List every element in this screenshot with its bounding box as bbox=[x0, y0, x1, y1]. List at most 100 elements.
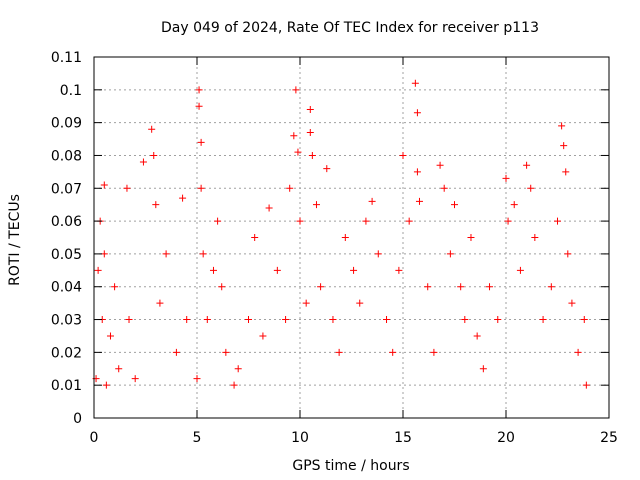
y-tick-label: 0.09 bbox=[51, 116, 82, 132]
data-point bbox=[413, 109, 421, 117]
y-tick-label: 0.1 bbox=[60, 83, 82, 99]
data-point bbox=[209, 266, 217, 274]
x-tick-label: 25 bbox=[600, 430, 618, 446]
data-point bbox=[150, 151, 158, 159]
data-point bbox=[139, 158, 147, 166]
data-points bbox=[92, 79, 590, 389]
data-point bbox=[523, 161, 531, 169]
data-point bbox=[148, 125, 156, 133]
data-point bbox=[183, 316, 191, 324]
data-point bbox=[516, 266, 524, 274]
data-point bbox=[580, 316, 588, 324]
data-point bbox=[350, 266, 358, 274]
data-point bbox=[172, 348, 180, 356]
x-tick-label: 0 bbox=[90, 430, 99, 446]
data-point bbox=[582, 381, 590, 389]
data-point bbox=[179, 194, 187, 202]
y-tick-label: 0.07 bbox=[51, 181, 82, 197]
data-point bbox=[411, 79, 419, 87]
data-point bbox=[100, 181, 108, 189]
data-point bbox=[531, 234, 539, 241]
data-point bbox=[562, 168, 570, 176]
data-point bbox=[195, 102, 203, 110]
x-tick-label: 5 bbox=[193, 430, 202, 446]
data-point bbox=[306, 106, 314, 114]
y-tick-label: 0.02 bbox=[51, 345, 82, 361]
data-point bbox=[273, 266, 281, 274]
data-point bbox=[424, 283, 432, 291]
data-point bbox=[197, 138, 205, 146]
data-point bbox=[323, 165, 331, 173]
data-point bbox=[152, 201, 160, 209]
data-point bbox=[195, 86, 203, 94]
data-point bbox=[282, 316, 290, 324]
data-point bbox=[222, 348, 230, 356]
data-point bbox=[94, 266, 102, 274]
data-point bbox=[395, 266, 403, 274]
data-point bbox=[374, 250, 382, 258]
data-point bbox=[430, 348, 438, 356]
data-point bbox=[368, 197, 376, 205]
data-point bbox=[302, 299, 310, 307]
data-point bbox=[486, 283, 494, 291]
data-point bbox=[265, 204, 273, 212]
data-point bbox=[296, 217, 304, 225]
data-point bbox=[214, 217, 222, 225]
chart-title: Day 049 of 2024, Rate Of TEC Index for r… bbox=[161, 20, 539, 36]
data-point bbox=[234, 365, 242, 373]
data-point bbox=[399, 151, 407, 159]
data-point bbox=[335, 348, 343, 356]
data-point bbox=[286, 184, 294, 192]
data-point bbox=[504, 217, 512, 225]
y-tick-label: 0.01 bbox=[51, 378, 82, 394]
data-point bbox=[245, 316, 252, 324]
data-point bbox=[292, 86, 300, 94]
data-point bbox=[362, 217, 370, 225]
x-tick-label: 15 bbox=[394, 430, 412, 446]
grid-lines bbox=[94, 57, 609, 418]
data-point bbox=[199, 250, 207, 258]
data-point bbox=[479, 365, 487, 373]
data-point bbox=[251, 234, 259, 241]
y-tick-label: 0 bbox=[73, 411, 82, 427]
data-point bbox=[193, 375, 201, 383]
data-point bbox=[568, 299, 576, 307]
data-point bbox=[446, 250, 454, 258]
data-point bbox=[115, 365, 123, 373]
x-tick-label: 10 bbox=[291, 430, 309, 446]
x-axis-label: GPS time / hours bbox=[292, 458, 409, 474]
data-point bbox=[554, 217, 561, 225]
y-tick-label: 0.08 bbox=[51, 148, 82, 164]
data-point bbox=[123, 184, 131, 192]
data-point bbox=[106, 332, 114, 340]
data-point bbox=[389, 348, 397, 356]
x-tick-label: 20 bbox=[497, 430, 515, 446]
plot-frame bbox=[93, 56, 610, 419]
data-point bbox=[383, 316, 391, 324]
data-point bbox=[197, 184, 205, 192]
data-point bbox=[436, 161, 444, 169]
data-point bbox=[218, 283, 226, 291]
y-axis-label: ROTI / TECUs bbox=[7, 194, 23, 286]
y-tick-label: 0.05 bbox=[51, 247, 82, 263]
data-point bbox=[230, 381, 238, 389]
data-point bbox=[203, 316, 211, 324]
data-point bbox=[574, 348, 582, 356]
y-tick-label: 0.06 bbox=[51, 214, 82, 230]
data-point bbox=[317, 283, 325, 291]
data-point bbox=[329, 316, 337, 324]
data-point bbox=[405, 217, 413, 225]
data-point bbox=[259, 332, 267, 340]
data-point bbox=[156, 299, 164, 307]
y-tick-label: 0.03 bbox=[51, 313, 82, 329]
data-point bbox=[473, 332, 481, 340]
y-tick-label: 0.11 bbox=[51, 50, 82, 66]
data-point bbox=[547, 283, 555, 291]
data-point bbox=[564, 250, 572, 258]
data-point bbox=[560, 142, 568, 150]
data-point bbox=[312, 201, 320, 209]
data-point bbox=[415, 197, 423, 205]
data-point bbox=[290, 132, 298, 140]
data-point bbox=[111, 283, 119, 291]
